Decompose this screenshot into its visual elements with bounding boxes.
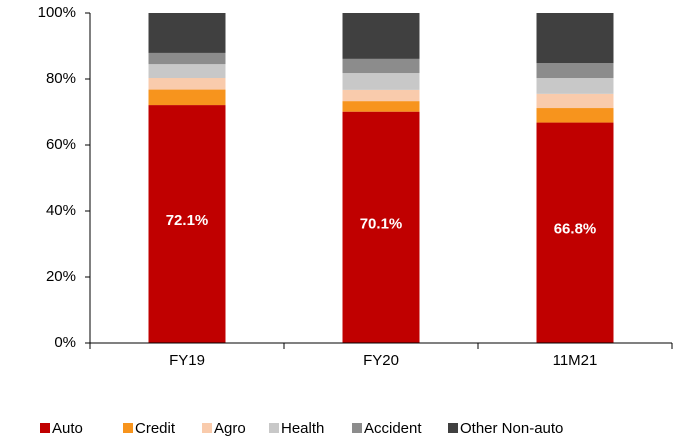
legend-label: Agro bbox=[214, 420, 246, 437]
y-tick-label: 80% bbox=[46, 70, 76, 87]
legend-label: Auto bbox=[52, 420, 83, 437]
legend-label: Other Non-auto bbox=[460, 420, 563, 437]
legend-label: Accident bbox=[364, 420, 422, 437]
bar-segment bbox=[342, 73, 420, 90]
x-tick-label: FY20 bbox=[363, 352, 399, 369]
bar-segment bbox=[148, 13, 226, 53]
bar-segment bbox=[342, 111, 420, 343]
bar-segment bbox=[342, 13, 420, 59]
y-tick-label: 40% bbox=[46, 202, 76, 219]
bar-segment bbox=[536, 108, 614, 123]
legend-label: Health bbox=[281, 420, 324, 437]
legend-swatch bbox=[352, 423, 362, 433]
bar-segment bbox=[148, 89, 226, 106]
x-tick-label: 11M21 bbox=[553, 352, 598, 369]
legend-swatch bbox=[269, 423, 279, 433]
y-tick-label: 60% bbox=[46, 136, 76, 153]
y-tick-label: 20% bbox=[46, 268, 76, 285]
data-label: 66.8% bbox=[554, 221, 597, 238]
bar-segment bbox=[536, 93, 614, 109]
bar-segment bbox=[536, 78, 614, 94]
bar-segment bbox=[342, 58, 420, 74]
legend-swatch bbox=[202, 423, 212, 433]
data-label: 72.1% bbox=[166, 212, 209, 229]
bar-segment bbox=[342, 101, 420, 112]
bar-segment bbox=[148, 64, 226, 79]
x-tick-label: FY19 bbox=[169, 352, 205, 369]
legend-swatch bbox=[123, 423, 133, 433]
bar-segment bbox=[148, 52, 226, 65]
bar-segment bbox=[536, 13, 614, 64]
legend-label: Credit bbox=[135, 420, 176, 437]
legend-swatch bbox=[40, 423, 50, 433]
data-label: 70.1% bbox=[360, 215, 403, 232]
bar-segment bbox=[148, 105, 226, 343]
bar-segment bbox=[536, 122, 614, 343]
y-tick-label: 100% bbox=[38, 4, 76, 21]
legend-swatch bbox=[448, 423, 458, 433]
bar-segment bbox=[536, 63, 614, 79]
bar-segment bbox=[342, 89, 420, 102]
bar-segment bbox=[148, 78, 226, 90]
y-tick-label: 0% bbox=[54, 334, 76, 351]
